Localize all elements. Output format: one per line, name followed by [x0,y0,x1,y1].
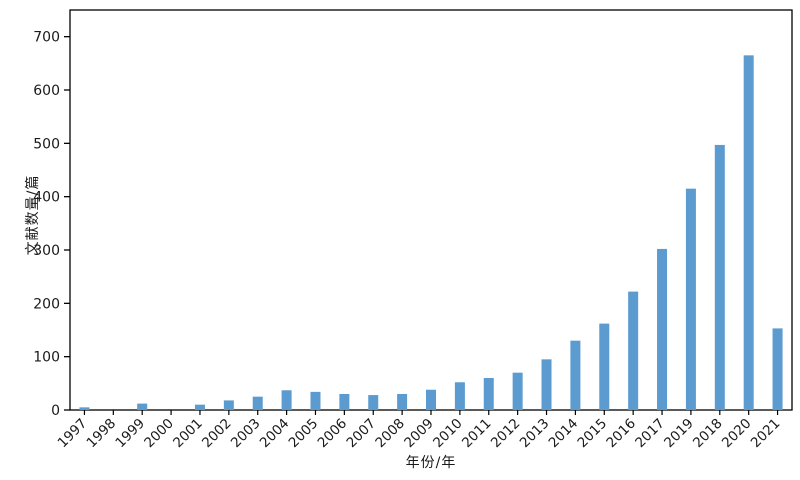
bar-1997 [79,407,90,410]
x-tick-label: 2013 [517,416,553,452]
x-tick-label: 2009 [401,416,437,452]
y-tick-label: 200 [33,296,60,312]
bar-2008 [397,394,408,410]
bar-2018 [714,144,725,410]
x-tick-label: 2003 [228,416,264,452]
y-tick-label: 100 [33,350,60,366]
x-tick-label: 2000 [141,416,177,452]
x-tick-label: 2012 [488,416,524,452]
x-tick-label: 1997 [55,416,91,452]
bar-2017 [657,248,668,410]
bar-2001 [194,404,205,410]
x-tick-label: 2016 [603,416,639,452]
x-tick-label: 2014 [546,416,582,452]
y-tick-label: 500 [33,136,60,152]
bar-2012 [512,372,523,410]
bar-2015 [599,323,610,410]
y-tick-label: 400 [33,190,60,206]
bar-2007 [368,395,379,410]
y-tick-label: 300 [33,243,60,259]
bar-2006 [339,394,350,410]
x-tick-label: 2007 [343,416,379,452]
y-tick-label: 700 [33,30,60,46]
y-axis-label: 文献数量/篇 [25,174,41,256]
bar-2003 [252,396,263,410]
x-tick-label: 1998 [84,416,120,452]
x-tick-label: 2021 [748,416,784,452]
bar-2016 [628,291,639,410]
bar-2002 [223,400,234,410]
x-tick-label: 2005 [286,416,322,452]
x-tick-label: 2017 [632,416,668,452]
bar-1999 [137,403,148,410]
y-tick-label: 0 [51,403,60,419]
bar-2013 [541,359,552,410]
x-tick-label: 2008 [372,416,408,452]
x-tick-label: 2011 [459,416,495,452]
y-tick-label: 600 [33,83,60,99]
plot-border [69,9,793,411]
x-tick-label: 2018 [690,416,726,452]
x-tick-label: 2015 [574,416,610,452]
x-tick-label: 2004 [257,416,293,452]
bar-2009 [426,389,436,410]
x-tick-label: 2010 [430,416,466,452]
bar-2020 [743,55,754,410]
x-tick-label: 1999 [112,416,148,452]
bar-2004 [281,390,292,410]
bar-2014 [570,340,581,410]
x-axis-label: 年份/年 [405,455,457,471]
x-tick-label: 2002 [199,416,235,452]
bar-2021 [772,328,783,410]
bar-2011 [483,378,494,410]
bar-2019 [685,188,696,410]
x-tick-label: 2019 [661,416,697,452]
x-tick-label: 2006 [315,416,351,452]
x-tick-label: 2020 [719,416,755,452]
x-tick-label: 2001 [170,416,206,452]
bar-2010 [454,382,465,410]
bar-2005 [310,391,321,410]
